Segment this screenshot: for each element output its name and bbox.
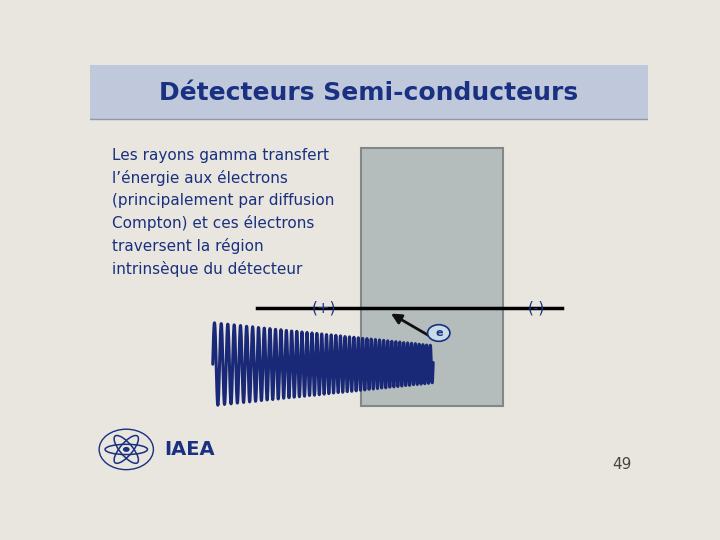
Text: 49: 49 [612,457,631,472]
Text: e: e [435,328,443,338]
Text: IAEA: IAEA [164,440,215,459]
Bar [90,65,648,119]
Bar [361,148,503,406]
Text: (-): (-) [528,301,545,315]
Text: Les rayons gamma transfert
l’énergie aux électrons
(principalement par diffusion: Les rayons gamma transfert l’énergie aux… [112,148,335,277]
Text: (+): (+) [312,301,337,315]
Circle shape [123,447,130,452]
Text: Détecteurs Semi-conducteurs: Détecteurs Semi-conducteurs [159,81,579,105]
Circle shape [428,325,450,341]
